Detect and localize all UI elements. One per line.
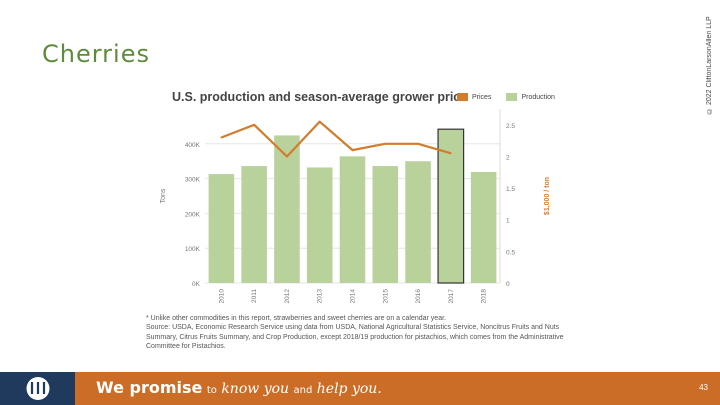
page-number: 43	[699, 383, 708, 392]
tagline-to: to	[206, 385, 217, 396]
y-axis-title-right: $1,000 / ton	[544, 177, 551, 215]
bar-2017	[437, 128, 465, 284]
bar-2012	[274, 135, 300, 283]
price-point-2014	[351, 149, 354, 151]
tagline-and: and	[293, 385, 313, 396]
y-tick-label-left: 200K	[185, 211, 201, 218]
chart-title: U.S. production and season-average growe…	[172, 90, 468, 104]
note-calendar-year: * Unlike other commodities in this repor…	[146, 315, 446, 322]
legend-label-production: Production	[521, 93, 555, 101]
y-axis-title-left: Tons	[160, 188, 167, 203]
company-logo	[0, 372, 75, 405]
price-point-2015	[384, 143, 387, 145]
price-point-2012	[286, 155, 288, 158]
slide-title: Cherries	[42, 40, 150, 68]
bar-2016	[405, 161, 431, 283]
bar-2011	[241, 166, 267, 283]
y-tick-label-right: 1	[506, 218, 510, 225]
price-line	[220, 120, 452, 158]
tagline-we-promise: We promise	[96, 378, 203, 397]
chart-notes: * Unlike other commodities in this repor…	[146, 314, 586, 351]
legend-label-prices: Prices	[472, 93, 492, 101]
x-tick-label: 2012	[284, 289, 291, 304]
y-tick-label-right: 1.5	[506, 186, 515, 193]
x-tick-label: 2014	[350, 289, 357, 304]
x-tick-label: 2013	[317, 289, 324, 304]
x-tick-label: 2010	[218, 289, 225, 304]
bar-2010	[208, 174, 235, 283]
y-tick-label-right: 0.5	[506, 249, 515, 256]
y-tick-label-left: 300K	[185, 177, 201, 184]
x-tick-label: 2018	[481, 289, 488, 304]
x-tick-label: 2015	[382, 289, 389, 304]
price-point-2016	[417, 143, 419, 145]
price-point-2013	[318, 120, 321, 123]
footer-bar: We promise to know you and help you. 43	[0, 372, 720, 405]
note-source: Source: USDA, Economic Research Service …	[146, 324, 564, 350]
bar-2014	[339, 156, 366, 283]
x-tick-label: 2017	[448, 289, 455, 304]
x-tick-label: 2016	[415, 289, 422, 304]
tagline-know-you: know you	[221, 381, 290, 397]
y-tick-label-left: 400K	[185, 142, 201, 149]
tagline-help-you: help you.	[316, 381, 382, 397]
y-tick-label-right: 2	[506, 154, 510, 161]
chart-svg: 0K 100K 200K 300K 400K 0 0.5 1 1.5 2 2.5 Tons $1,000…	[160, 109, 551, 304]
footer-tagline: We promise to know you and help you.	[96, 378, 382, 397]
legend-swatch-production	[506, 93, 518, 101]
bar-2018	[470, 171, 497, 283]
logo-icon	[26, 377, 50, 400]
bar-2015	[372, 166, 399, 283]
bar-2013	[306, 167, 333, 283]
chart-legend: Prices Production	[457, 93, 570, 101]
legend-item-prices: Prices	[457, 93, 491, 101]
legend-item-production: Production	[506, 93, 555, 101]
price-point-2010	[220, 136, 223, 139]
legend-swatch-prices	[457, 93, 468, 101]
y-tick-label-left: 0K	[192, 281, 201, 288]
x-tick-label: 2011	[251, 289, 258, 303]
chart: U.S. production and season-average growe…	[160, 90, 570, 304]
y-tick-label-right: 0	[506, 281, 510, 288]
price-point-2011	[253, 124, 255, 126]
y-tick-label-left: 100K	[185, 246, 201, 253]
y-tick-label-right: 2.5	[506, 123, 515, 130]
price-point-2017	[450, 152, 452, 155]
